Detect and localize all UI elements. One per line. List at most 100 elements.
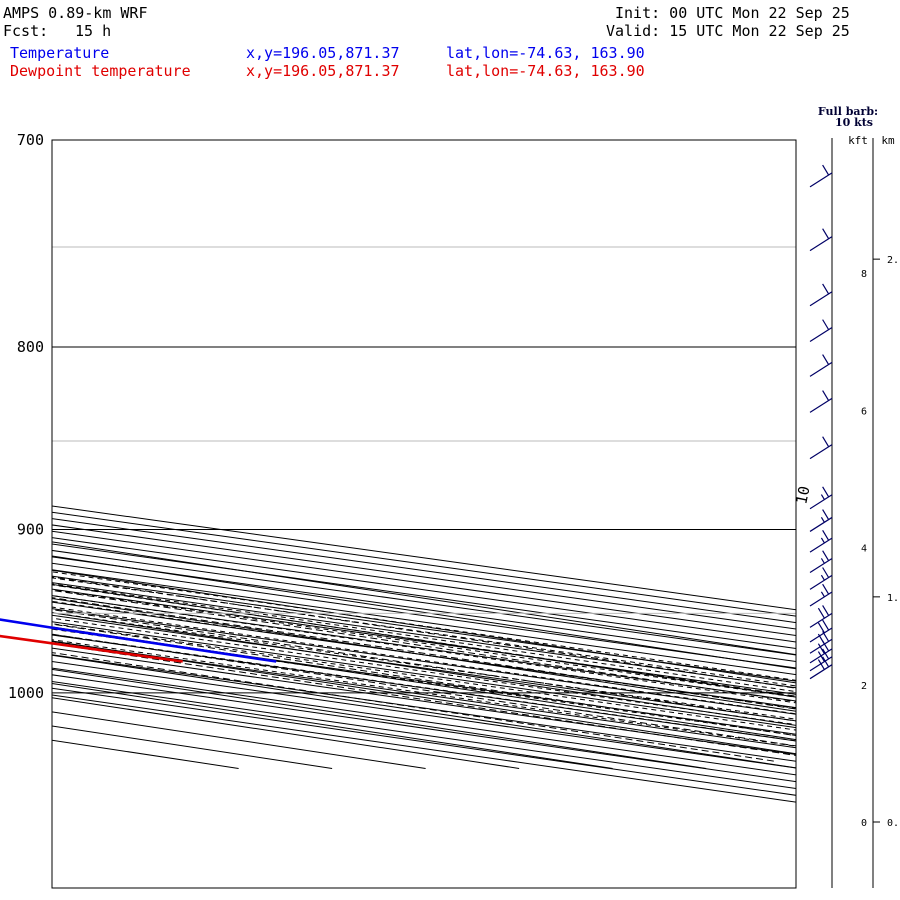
wind-barb: [809, 567, 833, 590]
dry-adiabat: [52, 549, 796, 656]
barb-flag-full: [822, 550, 830, 561]
dry-adiabat: [52, 608, 796, 715]
barb-flag-half: [820, 494, 825, 500]
wind-barb: [809, 486, 833, 510]
moist-adiabat: [52, 589, 796, 698]
barb-staff: [809, 326, 833, 342]
dewpoint-xy: x,y=196.05,871.37: [246, 62, 400, 80]
dry-adiabat: [52, 660, 796, 769]
barb-staff: [809, 172, 833, 188]
km-axis-label: km: [881, 134, 895, 147]
dry-adiabat: [52, 694, 796, 803]
dry-adiabat: [52, 562, 796, 669]
moist-adiabat: [52, 600, 796, 709]
barb-staff: [809, 638, 833, 654]
barb-staff: [809, 361, 833, 377]
barb-flag-full: [822, 354, 830, 365]
barb-flag-full: [822, 436, 830, 448]
barb-flag-full: [822, 648, 830, 660]
barb-flag-full: [817, 622, 825, 634]
barb-flag-full: [822, 319, 830, 330]
barb-flag-full: [822, 228, 830, 240]
isotherm: [52, 711, 426, 769]
dry-adiabat: [52, 582, 796, 689]
dry-adiabat: [52, 595, 796, 702]
kft-tick-label: 8: [861, 269, 867, 280]
forecast-hour: 15 h: [75, 22, 112, 40]
dewpoint-legend: Dewpoint temperature: [10, 62, 191, 80]
barb-flag-full: [822, 567, 830, 578]
barb-flag-full: [822, 619, 830, 631]
valid-time: Valid: 15 UTC Mon 22 Sep 25: [606, 22, 850, 40]
isotherm: [52, 612, 796, 726]
barb-flag-half: [820, 574, 825, 581]
dry-adiabat: [52, 674, 796, 783]
kft-tick-label: 4: [861, 544, 867, 555]
wind-barb: [809, 319, 833, 342]
wind-barb: [809, 605, 833, 628]
moist-adiabat-label: 10: [792, 484, 813, 505]
dry-adiabat: [52, 621, 796, 729]
wind-barb: [809, 283, 833, 307]
isotherm: [52, 697, 520, 769]
wind-barb: [809, 164, 833, 188]
pressure-tick-label: 800: [17, 338, 44, 356]
barb-flag-half: [820, 591, 825, 598]
barb-flag-full: [822, 390, 830, 401]
wind-barb: [809, 509, 833, 532]
barb-staff: [809, 537, 833, 553]
moist-adiabat: [52, 571, 796, 681]
barb-flag-full: [822, 486, 830, 498]
dry-adiabat: [52, 641, 796, 749]
barb-staff: [809, 558, 833, 574]
isotherm: [52, 598, 796, 712]
dry-adiabat: [52, 687, 796, 796]
barb-flag-full: [822, 529, 830, 541]
dry-adiabat: [52, 530, 796, 636]
dry-adiabat: [52, 627, 796, 735]
barb-flag-full: [822, 283, 830, 295]
dry-adiabat: [52, 569, 796, 676]
mixing-ratio-line: [52, 609, 796, 722]
temperature-legend: Temperature: [10, 44, 110, 62]
temperature-xy: x,y=196.05,871.37: [246, 44, 400, 62]
init-time: Init: 00 UTC Mon 22 Sep 25: [615, 4, 850, 22]
barb-staff: [809, 397, 833, 413]
pressure-tick-label: 900: [17, 521, 44, 539]
mixing-ratio-line: [52, 623, 796, 737]
dry-adiabat: [52, 588, 796, 695]
mixing-ratio-line: [52, 633, 796, 747]
isotherm: [52, 583, 796, 698]
dry-adiabat: [52, 524, 796, 630]
mixing-ratio-line: [52, 652, 774, 762]
dry-adiabat: [52, 614, 796, 722]
pressure-tick-label: 1000: [8, 684, 44, 702]
mixing-ratio-line: [52, 643, 796, 756]
barb-staff: [809, 664, 833, 680]
dry-adiabat: [52, 634, 796, 742]
isotherm: [52, 555, 796, 670]
model-title: AMPS 0.89-km WRF: [3, 4, 148, 22]
barb-staff: [809, 444, 833, 460]
barb-flag-full: [822, 656, 830, 668]
barb-flag-half: [820, 537, 825, 544]
isotherm: [52, 569, 796, 684]
dry-adiabat: [52, 518, 796, 624]
wind-barb: [809, 656, 833, 680]
barb-staff: [809, 612, 833, 628]
dry-adiabat: [52, 654, 796, 762]
barb-legend-title: Full barb:: [818, 105, 878, 118]
barb-staff: [809, 627, 833, 643]
dry-adiabat: [52, 543, 796, 649]
kft-tick-label: 2: [861, 681, 867, 692]
barb-staff: [809, 236, 833, 252]
barb-flag-full: [822, 640, 830, 652]
wind-barb: [809, 529, 833, 553]
km-tick-label: 0.: [887, 818, 899, 829]
barb-flag-full: [817, 659, 825, 670]
barb-flag-full: [817, 651, 825, 662]
dry-adiabat: [52, 601, 796, 709]
kft-tick-label: 0: [861, 818, 867, 829]
barb-flag-full: [822, 164, 830, 176]
